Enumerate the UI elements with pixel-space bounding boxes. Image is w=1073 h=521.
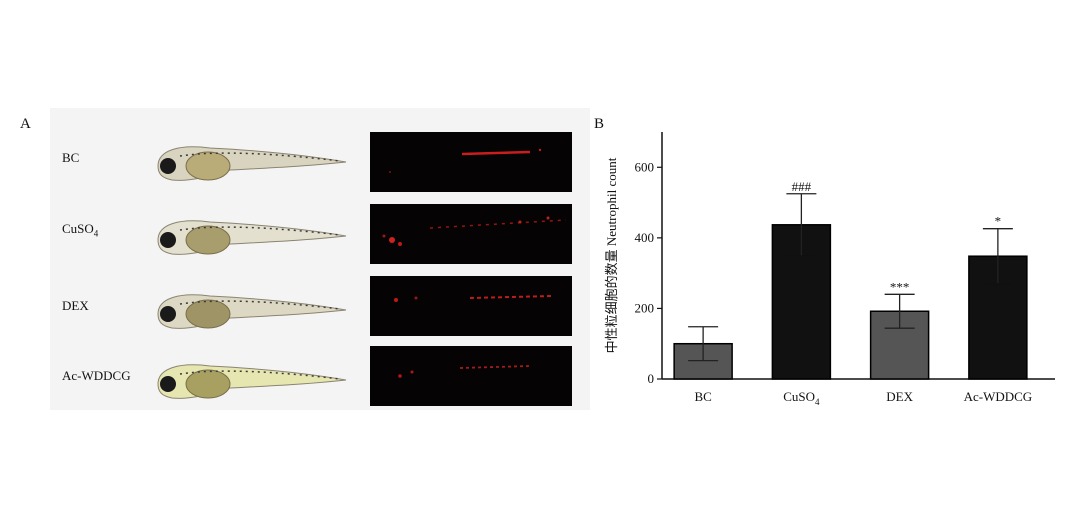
x-tick-label: CuSO4 [783,389,820,407]
y-tick-label: 400 [635,230,655,245]
larva-brightfield-dex [157,294,347,329]
y-tick-label: 200 [635,300,655,315]
row-label-dex: DEX [62,298,89,313]
row-label-ac-wddcg: Ac-WDDCG [62,368,131,383]
significance-label: *** [890,279,910,294]
row-label-bc: BC [62,150,80,165]
significance-label: ### [792,179,812,194]
y-tick-label: 600 [635,159,655,174]
fluorescence-image-ac-wddcg [370,346,572,406]
larva-brightfield-bc [157,146,347,181]
x-tick-label: BC [694,389,711,404]
fluorescence-image-dex [370,276,572,336]
larva-brightfield-cuso4 [157,220,347,255]
y-axis-label: 中性粒细胞的数量 Neutrophil count [604,157,619,353]
x-tick-label: Ac-WDDCG [964,389,1033,404]
panel-b-bar-chart: 0 200 400 600 中性粒细胞的数量 Neutrophil count BC ###… [600,118,1060,418]
larva-brightfield-ac-wddcg [157,364,347,399]
panel-a-fish-images: BC CuSO4 DEX Ac-WDDCG [50,108,590,410]
fluorescence-image-bc [370,132,572,192]
fluorescence-image-cuso4 [370,204,572,264]
x-tick-label: DEX [886,389,913,404]
panel-b-letter: B [594,116,605,132]
panel-a-letter: A [20,116,31,132]
row-label-cuso4: CuSO4 [62,221,99,239]
significance-label: * [995,214,1002,229]
neutrophil-count-chart: 0 200 400 600 中性粒细胞的数量 Neutrophil count BC ###… [604,132,1055,407]
y-tick-label: 0 [648,371,655,386]
